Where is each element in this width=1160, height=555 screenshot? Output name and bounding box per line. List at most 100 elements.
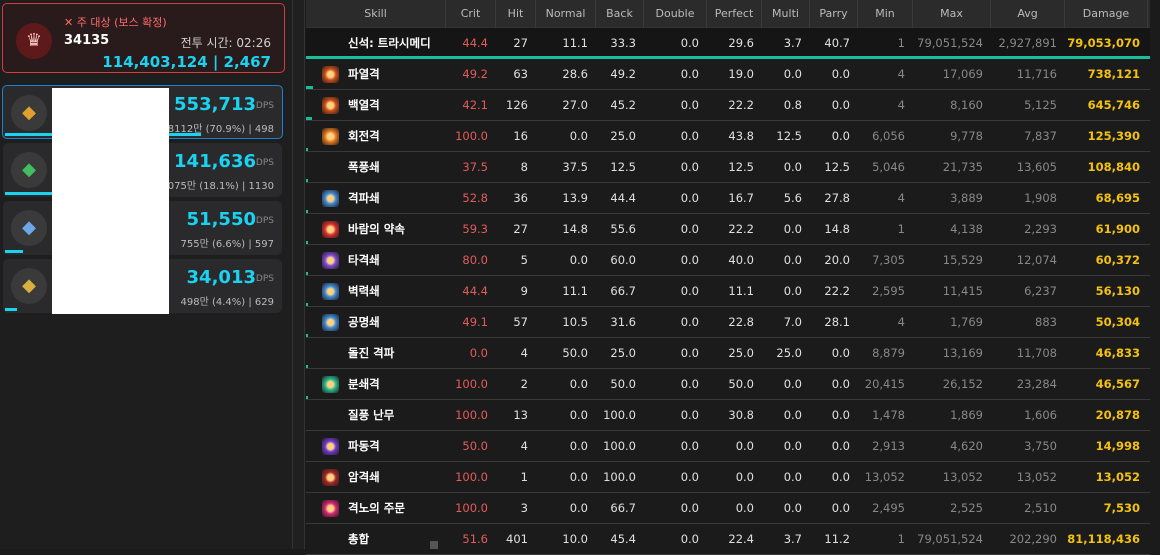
cell-parry: 0.0 — [831, 67, 850, 81]
table-row[interactable]: 회전격 100.0 16 0.0 25.0 0.0 43.8 12.5 0.0 6,056 9,77… — [306, 121, 1150, 152]
column-header-min[interactable]: Min — [858, 0, 913, 28]
cell-max: 3,889 — [950, 191, 983, 205]
table-row[interactable]: 신석: 트라시메디 44.4 27 11.1 33.3 0.0 29.6 3.7 40.7 1 79… — [306, 28, 1150, 59]
cell-normal: 10.5 — [562, 315, 588, 329]
column-header-damage[interactable]: Damage — [1065, 0, 1148, 28]
column-header-crit[interactable]: Crit — [446, 0, 496, 28]
cell-multi: 0.0 — [783, 284, 802, 298]
table-row[interactable]: 공명쇄 49.1 57 10.5 31.6 0.0 22.8 7.0 28.1 4 1,769 883… — [306, 307, 1150, 338]
cell-hit: 1 — [520, 470, 528, 484]
cell-max: 79,051,524 — [917, 532, 983, 546]
cell-parry: 28.1 — [824, 315, 850, 329]
cell-multi: 3.7 — [783, 532, 802, 546]
cell-normal: 27.0 — [562, 98, 588, 112]
table-row[interactable]: 질풍 난무 100.0 13 0.0 100.0 0.0 30.8 0.0 0.0 1,478 1,… — [306, 400, 1150, 431]
cell-back: 60.0 — [610, 253, 636, 267]
column-header-avg[interactable]: Avg — [991, 0, 1065, 28]
player-dps: 141,636 — [174, 151, 256, 172]
cell-min: 4 — [897, 315, 905, 329]
table-row[interactable]: 폭풍쇄 37.5 8 37.5 12.5 0.0 12.5 0.0 12.5 5,046 21,73… — [306, 152, 1150, 183]
cell-hit: 63 — [513, 67, 528, 81]
cell-min: 5,046 — [872, 160, 905, 174]
cell-min: 4 — [897, 191, 905, 205]
cell-min: 1 — [897, 222, 905, 236]
skill-name: 격노의 주문 — [348, 501, 405, 515]
player-dps: 51,550 — [186, 209, 256, 230]
cell-damage: 125,390 — [1087, 129, 1140, 143]
damage-share-bar — [306, 86, 314, 89]
skill-name: 바람의 약속 — [348, 222, 405, 236]
cell-perfect: 0.0 — [735, 501, 754, 515]
table-row[interactable]: 격노의 주문 100.0 3 0.0 66.7 0.0 0.0 0.0 0.0 2,495 2,52… — [306, 493, 1150, 524]
table-row[interactable]: 파열격 49.2 63 28.6 49.2 0.0 19.0 0.0 0.0 4 17,069 11,… — [306, 59, 1150, 90]
cell-max: 2,525 — [950, 501, 983, 515]
skill-name: 타격쇄 — [348, 253, 380, 267]
cell-multi: 7.0 — [783, 315, 802, 329]
table-row[interactable]: 백열격 42.1 126 27.0 45.2 0.0 22.2 0.8 0.0 4 8,160 5,1… — [306, 90, 1150, 121]
cell-normal: 50.0 — [562, 346, 588, 360]
lyre-icon: ◆ — [11, 268, 47, 304]
table-row[interactable]: 암격쇄 100.0 1 0.0 100.0 0.0 0.0 0.0 0.0 13,052 13,05… — [306, 462, 1150, 493]
cell-avg: 11,708 — [1016, 346, 1057, 360]
column-header-double[interactable]: Double — [644, 0, 707, 28]
cell-hit: 5 — [520, 253, 528, 267]
cell-min: 20,415 — [864, 377, 905, 391]
cell-avg: 3,750 — [1024, 439, 1057, 453]
boss-damage: 114,403,124 | 2,467 — [102, 53, 271, 71]
panel-splitter[interactable] — [292, 0, 305, 549]
cell-perfect: 16.7 — [728, 191, 754, 205]
damage-share-bar — [5, 192, 56, 195]
cell-min: 6,056 — [872, 129, 905, 143]
column-header-multi[interactable]: Multi — [762, 0, 810, 28]
skill-name: 벽력쇄 — [348, 284, 380, 298]
cell-multi: 0.0 — [783, 253, 802, 267]
cell-damage: 61,900 — [1095, 222, 1140, 236]
table-row[interactable]: 분쇄격 100.0 2 0.0 50.0 0.0 50.0 0.0 0.0 20,415 26,15… — [306, 369, 1150, 400]
cell-avg: 6,237 — [1024, 284, 1057, 298]
cell-damage: 7,530 — [1103, 501, 1140, 515]
column-header-hit[interactable]: Hit — [496, 0, 536, 28]
table-row[interactable]: 격파쇄 52.8 36 13.9 44.4 0.0 16.7 5.6 27.8 4 3,889 1,9… — [306, 183, 1150, 214]
table-row[interactable]: 바람의 약속 59.3 27 14.8 55.6 0.0 22.2 0.0 14.8 1 4,138… — [306, 214, 1150, 245]
cell-back: 25.0 — [610, 346, 636, 360]
cell-max: 9,778 — [950, 129, 983, 143]
cell-crit: 100.0 — [455, 377, 488, 391]
table-row[interactable]: 돌진 격파 0.0 4 50.0 25.0 0.0 25.0 25.0 0.0 8,879 13,1… — [306, 338, 1150, 369]
cell-crit: 44.4 — [462, 36, 488, 50]
cell-back: 100.0 — [603, 470, 636, 484]
cell-crit: 52.8 — [462, 191, 488, 205]
cell-double: 0.0 — [680, 253, 699, 267]
cell-back: 55.6 — [610, 222, 636, 236]
skill-icon — [322, 438, 339, 455]
cell-multi: 5.6 — [783, 191, 802, 205]
cell-back: 44.4 — [610, 191, 636, 205]
damage-share-bar — [5, 308, 18, 311]
cell-perfect: 43.8 — [728, 129, 754, 143]
column-header-skill[interactable]: Skill — [306, 0, 446, 28]
skill-name: 돌진 격파 — [348, 346, 395, 360]
horizontal-scrollbar-thumb[interactable] — [430, 541, 438, 549]
vertical-scrollbar[interactable] — [1150, 0, 1160, 549]
column-header-parry[interactable]: Parry — [810, 0, 858, 28]
table-row[interactable]: 파동격 50.0 4 0.0 100.0 0.0 0.0 0.0 0.0 2,913 4,620 3,… — [306, 431, 1150, 462]
damage-share-bar — [306, 303, 308, 306]
cell-avg: 883 — [1035, 315, 1057, 329]
skill-icon — [322, 128, 339, 145]
skill-icon — [322, 190, 339, 207]
cell-double: 0.0 — [680, 408, 699, 422]
boss-target-card[interactable]: ♛ ✕ 주 대상 (보스 확정) 34135 전투 시간: 02:26 114,… — [2, 3, 285, 73]
column-header-back[interactable]: Back — [596, 0, 644, 28]
table-row[interactable]: 타격쇄 80.0 5 0.0 60.0 0.0 40.0 0.0 20.0 7,305 15,529… — [306, 245, 1150, 276]
cell-avg: 2,293 — [1024, 222, 1057, 236]
cell-max: 1,769 — [950, 315, 983, 329]
table-row[interactable]: 총합 51.6 401 10.0 45.4 0.0 22.4 3.7 11.2 1 79,051,5… — [306, 524, 1150, 555]
column-header-normal[interactable]: Normal — [536, 0, 596, 28]
cell-double: 0.0 — [680, 377, 699, 391]
cell-normal: 14.8 — [562, 222, 588, 236]
table-row[interactable]: 벽력쇄 44.4 9 11.1 66.7 0.0 11.1 0.0 22.2 2,595 11,41… — [306, 276, 1150, 307]
cell-min: 4 — [897, 98, 905, 112]
cell-crit: 0.0 — [469, 346, 488, 360]
column-header-max[interactable]: Max — [913, 0, 991, 28]
column-header-perfect[interactable]: Perfect — [707, 0, 762, 28]
cell-double: 0.0 — [680, 36, 699, 50]
